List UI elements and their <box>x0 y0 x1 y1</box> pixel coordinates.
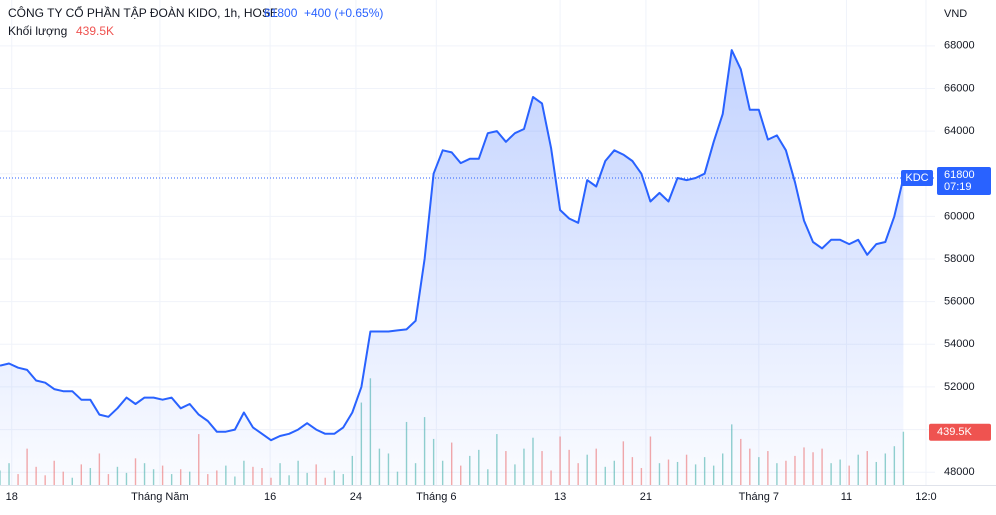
x-tick-label: Tháng Năm <box>131 491 188 503</box>
price-badge-time: 07:19 <box>944 181 972 193</box>
volume-value: 439.5K <box>76 24 114 38</box>
symbol-title: CÔNG TY CỔ PHẦN TẬP ĐOÀN KIDO, 1h, HOSE <box>8 5 278 20</box>
y-tick-label: 52000 <box>944 381 975 393</box>
x-tick-label: 16 <box>264 491 276 503</box>
header-price: 61800 <box>264 6 298 20</box>
x-tick-label: 13 <box>554 491 566 503</box>
x-tick-label: 18 <box>6 491 18 503</box>
y-tick-label: 48000 <box>944 466 975 478</box>
y-tick-label: 60000 <box>944 210 975 222</box>
price-badge <box>937 167 991 196</box>
y-tick-label: 68000 <box>944 40 975 52</box>
x-tick-label: Tháng 6 <box>416 491 456 503</box>
x-tick-label: 12:0 <box>915 491 936 503</box>
x-tick-label: Tháng 7 <box>739 491 779 503</box>
y-tick-label: 58000 <box>944 253 975 265</box>
volume-title: Khối lượng <box>8 24 67 38</box>
y-tick-label: 64000 <box>944 125 975 137</box>
header-change: +400 (+0.65%) <box>304 6 383 20</box>
x-tick-label: 24 <box>350 491 362 503</box>
volume-badge <box>929 423 991 441</box>
price-line <box>0 49 905 442</box>
price-badge-price: 61800 <box>944 169 975 181</box>
y-tick-label: 54000 <box>944 338 975 350</box>
x-tick-label: 21 <box>640 491 652 503</box>
unit-label: VND <box>944 8 967 20</box>
y-tick-label: 66000 <box>944 82 975 94</box>
y-tick-label: 56000 <box>944 296 975 308</box>
volume-badge-text: 439.5K <box>937 426 973 438</box>
x-tick-label: 11 <box>841 491 852 503</box>
symbol-badge <box>901 170 933 187</box>
symbol-badge-text: KDC <box>905 172 928 184</box>
price-area <box>0 50 904 485</box>
